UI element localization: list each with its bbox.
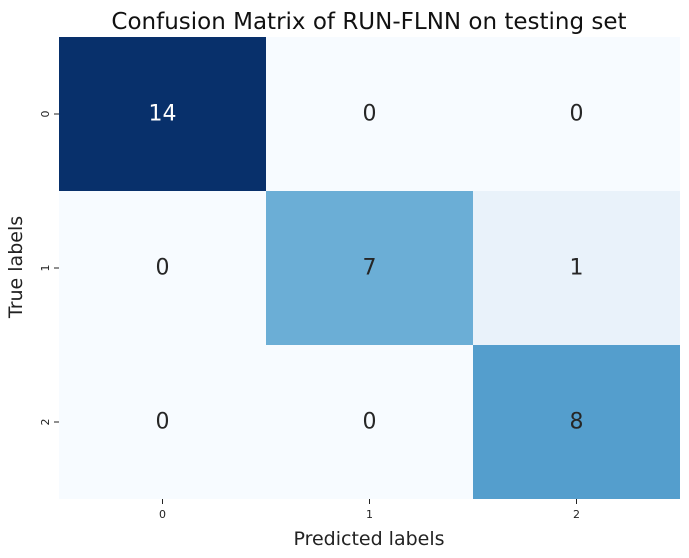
x-tick-label-1: 1	[366, 508, 373, 521]
y-tick-label-1: 1	[39, 265, 52, 272]
heatmap-cell-r0-c1	[266, 37, 473, 191]
heatmap-cell-r1-c0	[59, 191, 266, 345]
heatmap-cell-r0-c0	[59, 37, 266, 191]
cell-value-r2-c0: 0	[156, 410, 170, 435]
heatmap-cell-r0-c2	[473, 37, 680, 191]
y-axis-ticks: 0 1 2	[39, 111, 59, 426]
x-tick-label-2: 2	[573, 508, 580, 521]
cell-value-r1-c2: 1	[570, 256, 584, 281]
x-axis-ticks: 0 1 2	[159, 499, 580, 521]
cell-value-r0-c1: 0	[363, 102, 377, 127]
heatmap-cells: 14 0 0 0 7 1 0 0 8	[59, 37, 680, 499]
cell-value-r0-c2: 0	[570, 102, 584, 127]
y-axis-label: True labels	[5, 216, 27, 319]
heatmap-cell-r2-c1	[266, 345, 473, 499]
chart-title: Confusion Matrix of RUN-FLNN on testing …	[111, 9, 626, 35]
heatmap-cell-r2-c2	[473, 345, 680, 499]
x-axis-label: Predicted labels	[293, 528, 444, 550]
heatmap-cell-r2-c0	[59, 345, 266, 499]
cell-value-r1-c0: 0	[156, 256, 170, 281]
heatmap-cell-r1-c2	[473, 191, 680, 345]
y-tick-label-2: 2	[39, 419, 52, 426]
heatmap-cell-r1-c1	[266, 191, 473, 345]
cell-value-r1-c1: 7	[363, 256, 377, 281]
y-tick-label-0: 0	[39, 111, 52, 118]
cell-value-r0-c0: 14	[149, 102, 177, 127]
x-tick-label-0: 0	[159, 508, 166, 521]
cell-value-r2-c2: 8	[570, 410, 584, 435]
cell-value-r2-c1: 0	[363, 410, 377, 435]
